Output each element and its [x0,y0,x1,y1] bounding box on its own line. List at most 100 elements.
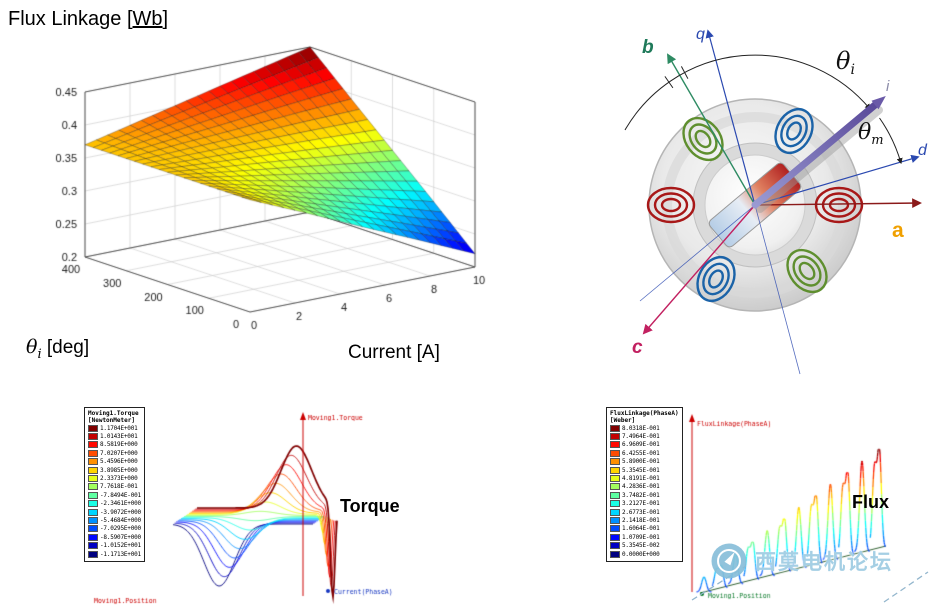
legend-color-swatch [88,441,98,449]
stator-slot-ring [662,112,848,298]
legend-value: 7.7618E-001 [100,483,138,491]
legend-row: 6.4255E-001 [610,449,679,457]
legend-color-swatch [610,458,620,466]
coil-phase-c-top [774,107,814,155]
legend-value: -7.0295E+000 [100,525,141,533]
legend-value: 4.8191E-001 [622,475,660,483]
legend-color-swatch [88,500,98,508]
legend-row: -3.9072E+000 [88,508,141,516]
torque-legend: Moving1.Torque [NewtonMeter] 1.1704E+001… [84,407,145,563]
legend-color-swatch [610,491,620,499]
legend-value: 7.4964E-001 [622,433,660,441]
legend-row: -7.8494E-001 [88,491,141,499]
coil-phase-a-right [814,186,864,224]
legend-color-swatch [88,466,98,474]
legend-row: 7.4964E-001 [610,432,679,441]
watermark: 西莫电机论坛 [710,542,893,580]
legend-value: -1.1713E+001 [100,550,141,558]
legend-value: 6.9609E-001 [622,441,660,449]
legend-value: 2.3373E+000 [100,475,138,483]
c-axis-line [642,204,756,335]
legend-value: -1.0152E+001 [100,542,141,550]
legend-row: 5.4596E+000 [88,458,141,466]
legend-value: 3.2127E-001 [622,500,660,508]
legend-row: 0.0000E+000 [610,550,679,558]
surface-x-axis-label: Current [A] [348,342,440,363]
legend-color-swatch [88,491,98,499]
legend-color-swatch [610,508,620,516]
surface-title-unit: Wb [132,8,163,30]
legend-row: 3.8985E+000 [88,466,141,474]
logo-compass-ring [717,549,741,573]
surface-title-bracket: ] [162,8,169,30]
legend-color-swatch [88,542,98,550]
current-vector-label: i [886,78,890,95]
current-vector-arrowhead [871,96,886,110]
legend-value: 5.4596E+000 [100,458,138,466]
theta-unit: [deg] [41,337,90,358]
theta-i-arc [624,54,871,131]
coil-phase-b-bottom [786,248,828,294]
flux-plot-panel: FluxLinkage(PhaseA) [Weber] 8.0318E-001 7… [600,404,934,607]
legend-color-swatch [88,424,98,432]
arc-hash-mark [664,76,674,89]
a-axis-line [754,198,922,208]
legend-value: -7.8494E-001 [100,491,141,499]
flux-legend-unit: [Weber] [610,417,636,424]
current-vector-arrow [751,101,879,209]
legend-color-swatch [88,525,98,533]
legend-value: 1.0143E+001 [100,433,138,441]
legend-color-swatch [610,500,620,508]
legend-color-swatch [610,475,620,483]
legend-row: -1.0152E+001 [88,541,141,550]
motor-cross-section-panel: b q d a c i θi θm [580,5,934,405]
legend-value: 4.2836E-001 [622,483,660,491]
legend-color-swatch [610,449,620,457]
flux-legend: FluxLinkage(PhaseA) [Weber] 8.0318E-001 7… [606,407,683,563]
legend-color-swatch [610,533,620,541]
legend-value: 7.0207E+000 [100,449,138,457]
legend-row: 1.6064E-001 [610,525,679,533]
legend-row: 4.8191E-001 [610,474,679,483]
torque-legend-title: Moving1.Torque [88,410,139,417]
legend-color-swatch [610,466,620,474]
surface-plot-title: Flux Linkage [Wb] [8,8,168,31]
legend-row: 3.2127E-001 [610,500,679,508]
legend-row: 8.5819E+000 [88,441,141,449]
b-axis-line [667,53,756,206]
flux-legend-rows: 8.0318E-001 7.4964E-001 6.9609E-001 6.4255E… [610,424,679,558]
q-axis-extension-line [754,204,801,375]
legend-color-swatch [88,433,98,441]
legend-row: 2.6773E-001 [610,508,679,516]
legend-value: 3.8985E+000 [100,466,138,474]
c-axis-label: c [632,337,643,358]
legend-color-swatch [88,458,98,466]
legend-color-swatch [88,533,98,541]
legend-row: 5.8900E-001 [610,458,679,466]
flux-linkage-surface-chart [0,36,548,396]
legend-value: 5.3545E-002 [622,542,660,550]
legend-row: 6.9609E-001 [610,441,679,449]
dashed-line [883,571,929,603]
legend-value: -2.3461E+000 [100,500,141,508]
legend-value: 8.0318E-001 [622,424,660,432]
legend-value: 1.0709E-001 [622,533,660,541]
torque-annotation: Torque [340,496,400,516]
legend-row: 2.3373E+000 [88,474,141,483]
legend-row: 3.7482E-001 [610,491,679,499]
legend-color-swatch [610,525,620,533]
coil-phase-a-left [646,186,696,224]
theta-i-label: θi [836,47,855,78]
legend-value: -8.5907E+000 [100,533,141,541]
arc-hash-mark [680,66,689,79]
legend-value: 0.0000E+000 [622,550,660,558]
legend-row: 1.0143E+001 [88,432,141,441]
legend-value: 6.4255E-001 [622,449,660,457]
watermark-text: 西莫电机论坛 [755,551,893,574]
legend-value: 3.7482E-001 [622,491,660,499]
legend-row: 2.1418E-001 [610,516,679,524]
theta-m-label: θm [858,120,884,148]
legend-color-swatch [88,449,98,457]
flux-annotation: Flux [852,492,890,512]
